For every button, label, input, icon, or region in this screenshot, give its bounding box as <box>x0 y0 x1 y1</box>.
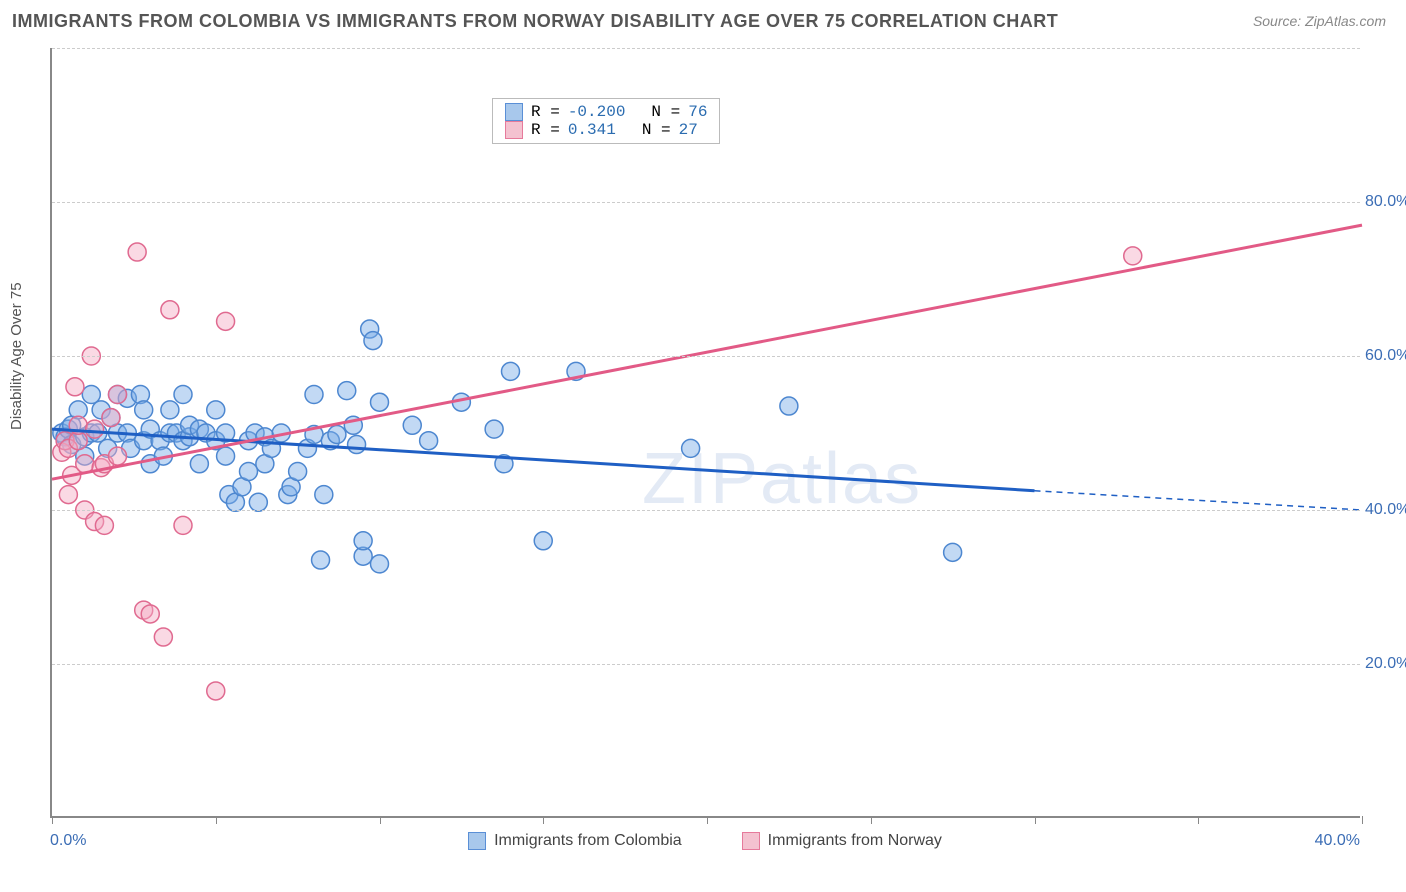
n-value: 76 <box>688 103 707 121</box>
x-tick <box>1035 816 1036 824</box>
x-tick <box>707 816 708 824</box>
n-label: N = <box>642 121 671 139</box>
data-point-norway <box>154 628 172 646</box>
x-tick <box>380 816 381 824</box>
data-point-norway <box>59 486 77 504</box>
data-point-colombia <box>82 386 100 404</box>
data-point-colombia <box>780 397 798 415</box>
gridline <box>52 48 1360 49</box>
trendline-colombia-extrapolated <box>1035 491 1363 510</box>
gridline <box>52 202 1360 203</box>
data-point-colombia <box>364 332 382 350</box>
y-axis-title: Disability Age Over 75 <box>8 282 25 430</box>
data-point-colombia <box>207 401 225 419</box>
data-point-norway <box>66 378 84 396</box>
legend-item: Immigrants from Colombia <box>468 832 682 850</box>
n-label: N = <box>651 103 680 121</box>
data-point-colombia <box>289 463 307 481</box>
data-point-colombia <box>354 532 372 550</box>
data-point-colombia <box>420 432 438 450</box>
stat-row: R = -0.200 N = 76 <box>505 103 707 121</box>
x-axis-labels: 0.0% Immigrants from ColombiaImmigrants … <box>50 832 1360 862</box>
legend-swatch <box>468 832 486 850</box>
legend-label: Immigrants from Norway <box>768 832 942 850</box>
legend-item: Immigrants from Norway <box>742 832 942 850</box>
data-point-colombia <box>190 455 208 473</box>
data-point-colombia <box>944 543 962 561</box>
data-point-colombia <box>348 436 366 454</box>
data-point-norway <box>109 447 127 465</box>
data-point-colombia <box>371 393 389 411</box>
data-point-norway <box>1124 247 1142 265</box>
x-tick <box>1362 816 1363 824</box>
correlation-stats-box: R =-0.200N =76R = 0.341N =27 <box>492 98 720 144</box>
data-point-norway <box>128 243 146 261</box>
x-tick <box>216 816 217 824</box>
y-tick-label: 60.0% <box>1365 347 1406 365</box>
x-tick <box>52 816 53 824</box>
data-point-norway <box>217 312 235 330</box>
trendline-norway <box>52 225 1362 479</box>
data-point-norway <box>109 386 127 404</box>
data-point-norway <box>174 516 192 534</box>
data-point-norway <box>207 682 225 700</box>
x-tick <box>1198 816 1199 824</box>
r-value: -0.200 <box>568 103 626 121</box>
x-max-label: 40.0% <box>1315 832 1360 850</box>
y-tick-label: 80.0% <box>1365 193 1406 211</box>
data-point-colombia <box>682 439 700 457</box>
y-tick-label: 20.0% <box>1365 655 1406 673</box>
stat-swatch <box>505 121 523 139</box>
stat-row: R = 0.341 N = 27 <box>505 121 707 139</box>
x-tick <box>871 816 872 824</box>
data-point-colombia <box>249 493 267 511</box>
data-point-norway <box>141 605 159 623</box>
data-point-colombia <box>240 463 258 481</box>
scatter-plot: ZIPatlas R =-0.200N =76R = 0.341N =27 20… <box>50 48 1360 818</box>
n-value: 27 <box>679 121 698 139</box>
r-label: R = <box>531 121 560 139</box>
page-title: IMMIGRANTS FROM COLOMBIA VS IMMIGRANTS F… <box>12 11 1058 32</box>
r-value: 0.341 <box>568 121 616 139</box>
data-point-colombia <box>502 362 520 380</box>
r-label: R = <box>531 103 560 121</box>
data-point-colombia <box>161 401 179 419</box>
legend-swatch <box>742 832 760 850</box>
data-point-colombia <box>217 447 235 465</box>
gridline <box>52 356 1360 357</box>
data-point-colombia <box>338 382 356 400</box>
data-point-colombia <box>312 551 330 569</box>
gridline <box>52 510 1360 511</box>
stat-swatch <box>505 103 523 121</box>
legend-label: Immigrants from Colombia <box>494 832 682 850</box>
data-point-colombia <box>328 426 346 444</box>
data-point-colombia <box>371 555 389 573</box>
data-point-colombia <box>305 386 323 404</box>
data-point-colombia <box>174 386 192 404</box>
data-point-norway <box>95 516 113 534</box>
data-point-colombia <box>315 486 333 504</box>
data-point-colombia <box>485 420 503 438</box>
x-tick <box>543 816 544 824</box>
data-point-colombia <box>534 532 552 550</box>
data-point-colombia <box>135 401 153 419</box>
source-attribution: Source: ZipAtlas.com <box>1253 13 1386 29</box>
chart-svg <box>52 48 1360 816</box>
data-point-colombia <box>403 416 421 434</box>
gridline <box>52 664 1360 665</box>
y-tick-label: 40.0% <box>1365 501 1406 519</box>
data-point-norway <box>86 420 104 438</box>
legend: Immigrants from Colombia Immigrants from … <box>50 832 1360 850</box>
data-point-norway <box>161 301 179 319</box>
data-point-norway <box>102 409 120 427</box>
